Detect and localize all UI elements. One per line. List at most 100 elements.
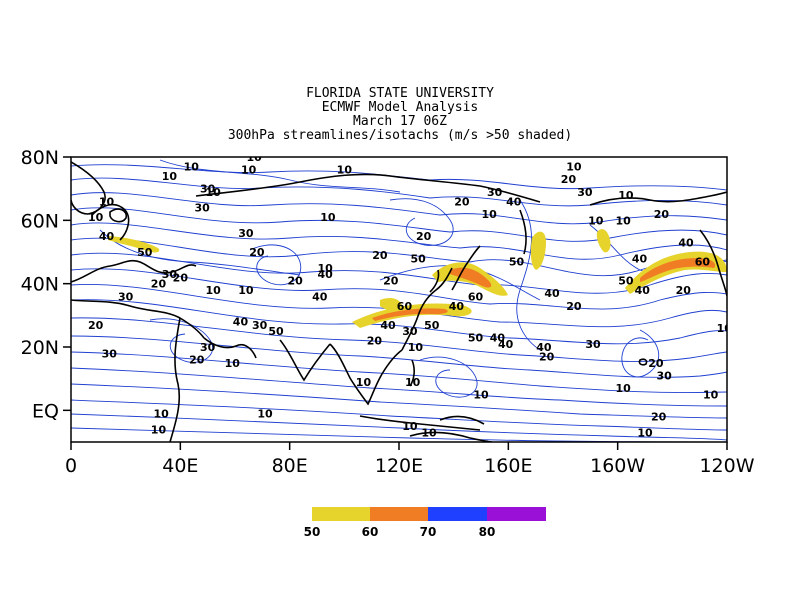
isotach-label: 40 xyxy=(635,284,651,297)
x-tick-label: 0 xyxy=(65,455,77,477)
isotach-label: 10 xyxy=(566,161,582,174)
isotach-label: 20 xyxy=(383,275,399,288)
isotach-label: 20 xyxy=(454,195,470,208)
x-tick-label: 120E xyxy=(375,455,423,477)
isotach-label: 40 xyxy=(678,237,694,250)
isotach-label: 20 xyxy=(189,354,205,367)
isotach-label: 10 xyxy=(482,208,498,221)
legend-swatch-70 xyxy=(428,507,487,521)
y-tick-label: EQ xyxy=(32,400,59,422)
isotach-label: 60 xyxy=(695,256,711,269)
x-tick-label: 80E xyxy=(272,455,308,477)
isotach-label: 30 xyxy=(577,186,593,199)
isotach-label: 20 xyxy=(566,300,582,313)
isotach-label: 50 xyxy=(410,252,426,265)
title-date: March 17 06Z xyxy=(353,114,447,129)
jet-bering xyxy=(596,229,611,253)
coast-arabia xyxy=(203,337,257,359)
isotach-label: 10 xyxy=(320,211,336,224)
isotach-label: 10 xyxy=(405,376,421,389)
coast-korea xyxy=(429,269,440,293)
isotach-label: 50 xyxy=(137,246,153,259)
legend-label-50: 50 xyxy=(304,525,321,539)
coast-philippines xyxy=(409,359,415,387)
isotach-label: 50 xyxy=(618,275,634,288)
coast-greenland xyxy=(71,161,106,215)
isotach-label: 10 xyxy=(615,382,631,395)
isotach-label: 40 xyxy=(632,252,648,265)
isotach-label: 10 xyxy=(246,151,262,164)
coastlines xyxy=(71,161,727,442)
x-axis: 0 40E 80E 120E 160E 160W 120W xyxy=(65,442,755,477)
isotach-label: 40 xyxy=(318,268,334,281)
y-tick-label: 40N xyxy=(21,274,59,296)
isotach-label: 60 xyxy=(397,300,413,313)
isotach-label: 10 xyxy=(241,164,257,177)
color-bar-legend: 50 60 70 80 xyxy=(304,507,546,539)
isotach-label: 30 xyxy=(200,183,216,196)
isotach-label: 20 xyxy=(249,246,265,259)
isotach-label: 50 xyxy=(424,319,440,332)
isotach-label: 30 xyxy=(102,347,118,360)
chart-title-block: FLORIDA STATE UNIVERSITY ECMWF Model Ana… xyxy=(0,87,800,143)
y-axis: 80N 60N 40N 20N EQ xyxy=(21,147,71,422)
isotach-label: 30 xyxy=(162,268,178,281)
isotach-label: 30 xyxy=(252,319,268,332)
isotach-label: 10 xyxy=(184,161,200,174)
isotach-label: 10 xyxy=(154,408,170,421)
isotach-label: 10 xyxy=(618,189,634,202)
x-tick-label: 160W xyxy=(590,455,645,477)
isotach-label: 10 xyxy=(205,284,221,297)
isotach-label: 20 xyxy=(648,357,664,370)
coast-kamchatka xyxy=(519,209,527,255)
legend-label-80: 80 xyxy=(479,525,496,539)
isotach-label: 10 xyxy=(88,211,104,224)
y-tick-label: 20N xyxy=(21,337,59,359)
isotach-label: 10 xyxy=(337,164,353,177)
coast-north-africa xyxy=(71,299,205,339)
isotach-label: 50 xyxy=(509,256,525,269)
coast-hawaii xyxy=(638,358,648,366)
isotach-label: 30 xyxy=(200,341,216,354)
jet-kamchatka xyxy=(530,231,546,270)
coast-japan xyxy=(451,245,481,291)
legend-swatch-50 xyxy=(312,507,370,521)
coast-alaska xyxy=(589,191,727,206)
isotach-label: 10 xyxy=(225,357,241,370)
isotach-label: 30 xyxy=(402,325,418,338)
isotach-label: 20 xyxy=(676,284,692,297)
isotach-label: 10 xyxy=(318,262,334,275)
coast-north-america xyxy=(699,229,727,297)
isotach-label: 10 xyxy=(408,341,424,354)
coast-iceland xyxy=(109,208,128,223)
coast-indonesia xyxy=(359,415,481,431)
isotach-label: 10 xyxy=(473,389,489,402)
isotach-label: 10 xyxy=(162,170,178,183)
isotach-label: 10 xyxy=(588,214,604,227)
coast-southeast-asia xyxy=(329,343,403,406)
isotach-label: 40 xyxy=(544,287,560,300)
jet-pacific-core xyxy=(640,258,716,282)
isotach-label: 40 xyxy=(99,230,115,243)
isotach-label: 10 xyxy=(637,427,653,440)
isotach-label: 30 xyxy=(118,290,134,303)
legend-swatch-80 xyxy=(487,507,546,521)
isotach-label: 20 xyxy=(367,335,383,348)
coast-china-east xyxy=(401,267,453,351)
isotach-label: 20 xyxy=(539,351,555,364)
isotach-label: 10 xyxy=(402,420,418,433)
isotach-label: 20 xyxy=(151,278,167,291)
coast-siberia xyxy=(195,173,541,203)
isotach-label: 10 xyxy=(257,408,273,421)
isotach-label: 10 xyxy=(421,427,437,440)
isotach-label: 10 xyxy=(99,195,115,208)
coast-india xyxy=(279,339,331,382)
isotach-label: 10 xyxy=(717,322,733,335)
isotach-label: 40 xyxy=(312,290,328,303)
isotach-label: 50 xyxy=(468,332,484,345)
isotach-label: 30 xyxy=(238,227,254,240)
legend-swatch-60 xyxy=(370,507,428,521)
